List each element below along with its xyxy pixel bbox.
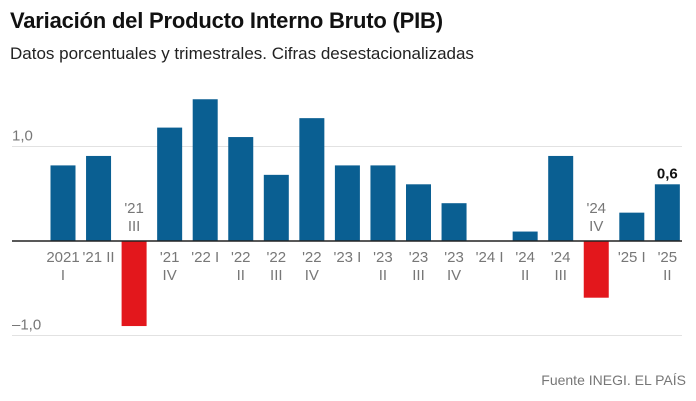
gridlines: 1,0 –1,0	[12, 128, 682, 336]
category-label: '23 IV	[444, 249, 464, 284]
category-label: '23 I	[333, 249, 361, 266]
category-label: '23 III	[409, 249, 429, 284]
bar	[334, 165, 360, 241]
bar	[512, 231, 538, 241]
bar	[299, 118, 325, 241]
category-label: '25 II	[658, 249, 678, 284]
bar	[192, 99, 218, 241]
category-label: '22 III	[267, 249, 287, 284]
source-note: Fuente INEGI. EL PAÍS	[541, 372, 686, 388]
bar	[121, 241, 147, 327]
bar	[548, 155, 574, 241]
bar	[583, 241, 609, 298]
category-label: '24 I	[476, 249, 504, 266]
category-label: '22 II	[231, 249, 251, 284]
category-label: 2021 I	[46, 249, 79, 284]
category-label: '23 II	[373, 249, 393, 284]
category-label: '22 IV	[302, 249, 322, 284]
bar	[86, 155, 112, 241]
category-label: '21 IV	[160, 249, 180, 284]
labels: 2021 I'21 II '21 III '21 IV '22 I '22 II '22 III '2…	[46, 165, 677, 284]
category-label: '25 I	[618, 249, 646, 266]
category-label: '22 I	[191, 249, 219, 266]
category-label: '21 II	[83, 249, 115, 266]
bar	[263, 174, 289, 241]
category-label: '24 IV	[586, 200, 606, 235]
data-label: 0,6	[657, 165, 678, 182]
bars	[50, 99, 680, 327]
bar	[654, 184, 680, 241]
y-tick-label: –1,0	[12, 317, 41, 334]
category-label: '24 III	[551, 249, 571, 284]
bar	[228, 137, 254, 241]
bar	[50, 165, 76, 241]
y-tick-label: 1,0	[12, 128, 33, 145]
bar	[370, 165, 396, 241]
bar	[157, 127, 183, 241]
category-label: '21 III	[124, 200, 144, 235]
bar	[406, 184, 431, 241]
category-label: '24 II	[515, 249, 535, 284]
chart-subtitle: Datos porcentuales y trimestrales. Cifra…	[10, 44, 474, 63]
bar	[441, 203, 467, 241]
bar	[619, 212, 645, 241]
chart-title: Variación del Producto Interno Bruto (PI…	[10, 8, 443, 33]
